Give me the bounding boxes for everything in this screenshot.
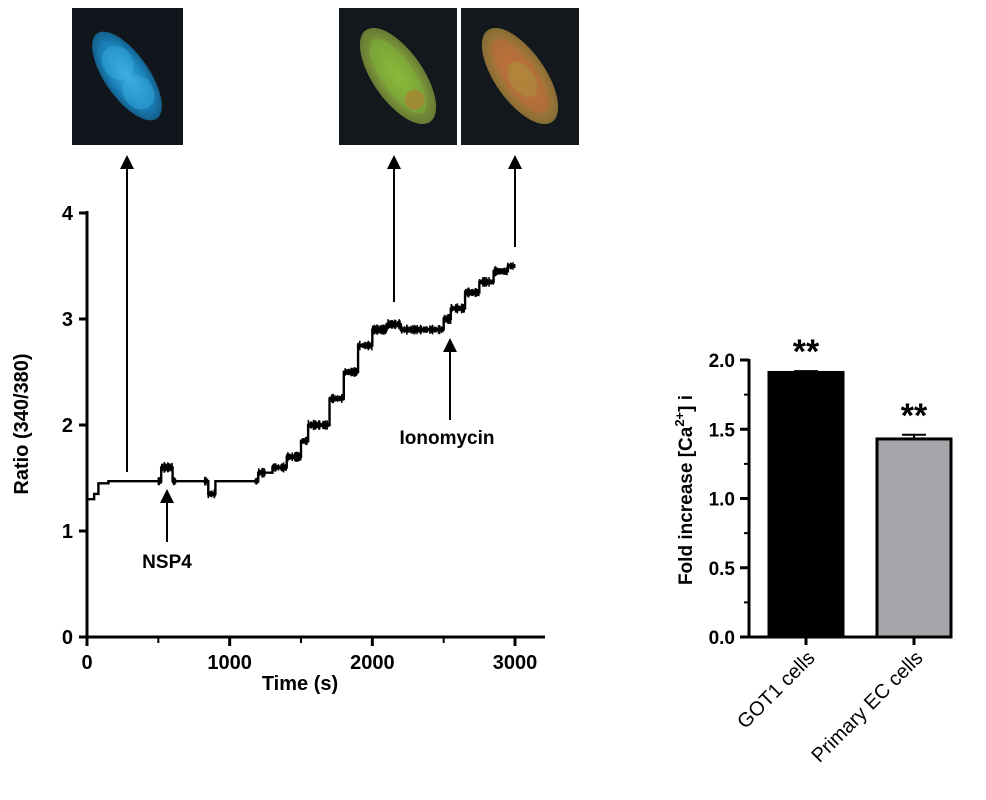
y-tick-label: 3	[62, 309, 73, 331]
micrograph-3	[461, 8, 579, 145]
y-tick-label: 1	[62, 521, 73, 543]
x-tick-label: 3000	[493, 652, 538, 674]
bar-y-tick-label: 2.0	[709, 351, 735, 372]
x-tick-label: 0	[81, 652, 92, 674]
y-axis-label: Ratio (340/380)	[11, 353, 33, 494]
bar	[875, 437, 953, 639]
bar-y-tick-label: 1.0	[709, 490, 735, 511]
bar-y-axis-label: Fold increase [Ca2+] i	[672, 395, 697, 585]
y-tick-label: 0	[62, 627, 73, 649]
x-axis-label: Time (s)	[262, 673, 338, 695]
category-label: GOT1 cells	[733, 647, 819, 733]
bar-chart: 0.0 0.5 1.0 1.5 2.0 ** GOT1 cells ** Primary EC…	[672, 333, 953, 767]
micrograph-2	[339, 8, 457, 145]
bar-y-tick-label: 0.0	[709, 628, 735, 649]
y-tick-label: 2	[62, 415, 73, 437]
x-tick-label: 1000	[207, 652, 252, 674]
micrograph-1	[72, 8, 183, 145]
significance-label: **	[793, 333, 820, 371]
annotation-nsp4: NSP4	[142, 552, 192, 573]
bar-y-tick-label: 1.5	[709, 420, 736, 441]
significance-label: **	[901, 397, 928, 435]
category-label: Primary EC cells	[807, 647, 927, 767]
y-tick-label: 4	[62, 203, 74, 225]
x-tick-label: 2000	[350, 652, 395, 674]
line-chart: 0 1 2 3 4 0 1000 2000 3000 NSP4 Ionomycin Time …	[11, 155, 545, 695]
annotation-ionomycin: Ionomycin	[399, 428, 494, 449]
bar	[767, 370, 845, 639]
bar-y-tick-label: 0.5	[709, 559, 736, 580]
